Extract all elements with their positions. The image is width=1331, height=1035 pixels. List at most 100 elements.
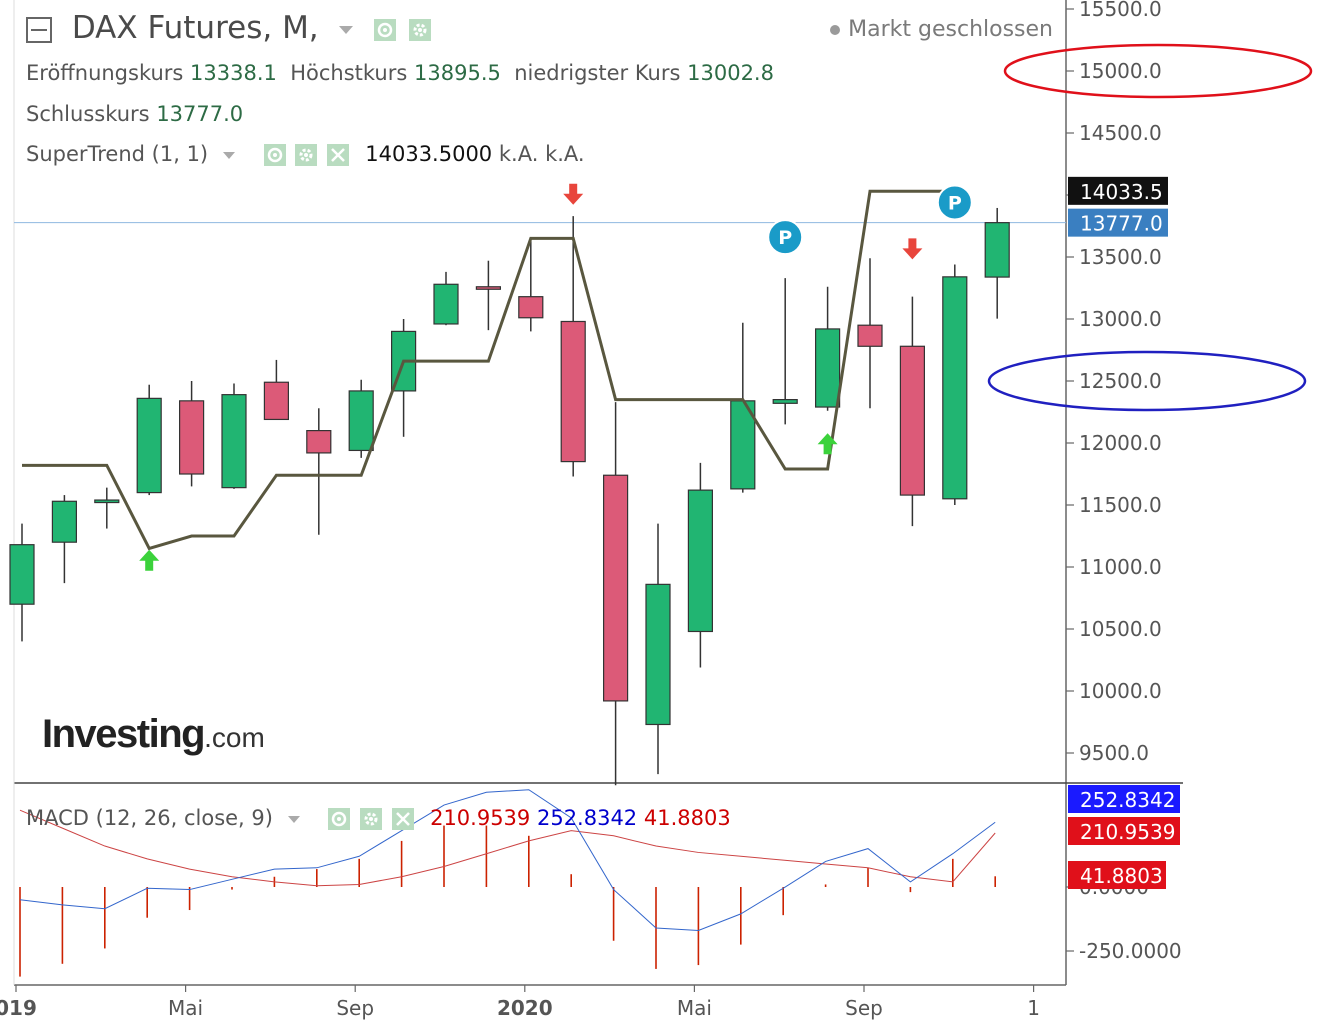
candle[interactable]	[602, 402, 629, 786]
candle-body	[179, 400, 205, 475]
candle-body	[475, 286, 501, 290]
open-label: Eröffnungskurs	[26, 61, 184, 85]
low-value: 13002.8	[687, 61, 774, 85]
candle[interactable]	[687, 462, 714, 668]
eye-icon[interactable]	[374, 18, 397, 41]
candle[interactable]	[518, 240, 544, 332]
candle-body	[263, 381, 289, 421]
eye-icon[interactable]	[328, 808, 351, 830]
price-tick-label: 10000.0	[1079, 679, 1162, 703]
candle[interactable]	[306, 408, 332, 535]
candle[interactable]	[348, 379, 374, 458]
minus-box-icon[interactable]	[26, 16, 52, 43]
ohlc-row-1: Eröffnungskurs 13338.1 Höchstkurs 13895.…	[26, 61, 774, 85]
symbol-title: DAX Futures, M,	[71, 10, 319, 46]
candle[interactable]	[9, 523, 35, 642]
candle-body	[136, 397, 162, 494]
candle-body	[814, 328, 841, 408]
macd-name[interactable]: MACD (12, 26, close, 9)	[26, 806, 273, 830]
candle[interactable]	[391, 319, 417, 437]
eye-icon[interactable]	[263, 144, 286, 166]
low-label: niedrigster Kurs	[514, 61, 681, 85]
candle-body	[687, 489, 714, 633]
candle-body	[348, 390, 374, 452]
candle[interactable]	[814, 286, 841, 411]
buy-arrow-icon	[139, 549, 160, 571]
gear-icon[interactable]	[360, 808, 383, 830]
price-tick-label: 11000.0	[1079, 555, 1162, 579]
axes: 15500.015000.014500.014000.013500.013000…	[0, 0, 1313, 1020]
candle-body	[94, 499, 120, 504]
supertrend-na-1: k.A.	[498, 142, 539, 166]
candle[interactable]	[730, 322, 756, 493]
supertrend-price-label-text: 14033.5	[1080, 180, 1163, 204]
sell-arrow-icon	[563, 183, 584, 205]
high-value: 13895.5	[414, 61, 501, 85]
candle[interactable]	[857, 258, 883, 409]
supertrend-name[interactable]: SuperTrend (1, 1)	[26, 142, 209, 166]
candle[interactable]	[433, 271, 459, 326]
hist-value-label-text: 41.8803	[1080, 864, 1163, 888]
gear-icon[interactable]	[295, 144, 318, 166]
candle-body	[560, 320, 586, 463]
sell-arrow-icon	[902, 238, 923, 260]
candle[interactable]	[475, 260, 501, 331]
chevron-down-icon[interactable]	[222, 151, 235, 159]
time-tick-label: 1	[1027, 996, 1040, 1020]
price-tick-label: 13500.0	[1079, 245, 1162, 269]
time-tick-label: 2020	[497, 996, 553, 1020]
macd-pane[interactable]	[19, 789, 997, 977]
candle-body	[9, 544, 35, 605]
candle-body	[857, 324, 883, 347]
price-tick-label: 14500.0	[1079, 121, 1162, 145]
time-tick-label: 019	[0, 996, 37, 1020]
p-badge-icon[interactable]	[936, 184, 973, 221]
macd-legend: MACD (12, 26, close, 9) 210.9539 252.834…	[26, 806, 731, 830]
time-tick-label: Sep	[336, 996, 374, 1020]
candle[interactable]	[94, 487, 120, 529]
candle-body	[433, 283, 459, 325]
macd-value-3: 41.8803	[643, 806, 731, 830]
p-badge-icon-letter: P	[948, 192, 962, 214]
candle-body	[984, 222, 1010, 278]
status-dot-icon	[830, 25, 841, 35]
buy-arrow-icon	[817, 433, 838, 455]
candle[interactable]	[772, 278, 798, 425]
price-tick-label: 9500.0	[1079, 741, 1149, 765]
supertrend-value: 14033.5000	[365, 142, 493, 166]
macd-value-1: 210.9539	[430, 806, 531, 830]
chevron-down-icon[interactable]	[338, 25, 353, 34]
close-icon[interactable]	[326, 144, 349, 166]
candle[interactable]	[942, 264, 968, 505]
close-icon[interactable]	[391, 808, 414, 830]
candle[interactable]	[136, 384, 162, 496]
price-tick-label: 11500.0	[1079, 493, 1162, 517]
p-badge-icon[interactable]	[767, 219, 804, 256]
macd-value-2: 252.8342	[536, 806, 638, 830]
candle[interactable]	[984, 207, 1010, 319]
candle[interactable]	[51, 495, 78, 584]
candle-body	[772, 399, 798, 404]
chevron-down-icon[interactable]	[287, 815, 300, 823]
candle[interactable]	[560, 216, 586, 477]
price-tick-label: 12000.0	[1079, 431, 1162, 455]
chart-frame	[13, 0, 1183, 986]
open-value: 13338.1	[190, 61, 277, 85]
blue-highlight-ellipse	[987, 350, 1307, 412]
market-status-text: Markt geschlossen	[848, 17, 1053, 42]
time-tick-label: Sep	[845, 996, 883, 1020]
candle-body	[518, 296, 544, 319]
main-pane[interactable]: PP	[9, 183, 1066, 786]
candle-body	[306, 430, 332, 454]
supertrend-na-2: k.A.	[545, 142, 585, 166]
candle[interactable]	[221, 383, 247, 489]
candle[interactable]	[899, 296, 926, 527]
price-tick-label: 15500.0	[1079, 0, 1162, 21]
gear-icon[interactable]	[409, 18, 432, 41]
candle-body	[221, 394, 247, 489]
candle[interactable]	[263, 359, 289, 421]
macd-tick-label: -250.0000	[1079, 939, 1182, 963]
candle[interactable]	[179, 381, 205, 487]
candle[interactable]	[645, 523, 671, 775]
